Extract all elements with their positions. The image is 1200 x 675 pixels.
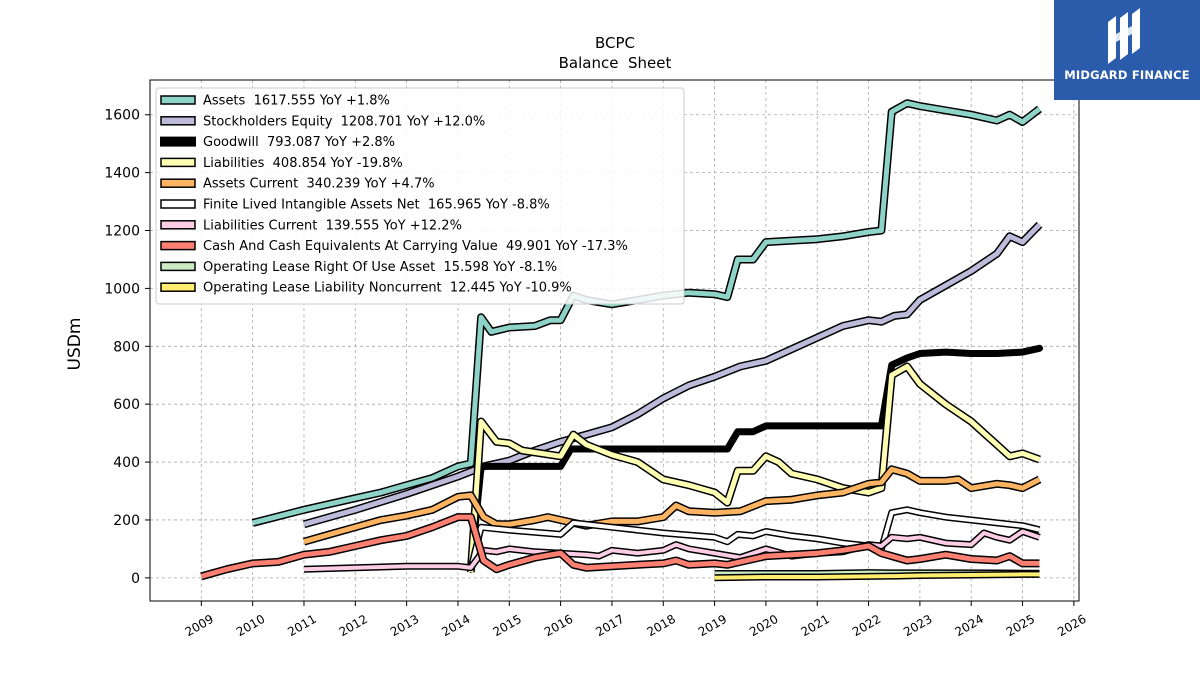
midgard-logo-icon xyxy=(1108,8,1140,64)
y-tick-label: 1200 xyxy=(104,224,140,240)
x-tick-label: 2013 xyxy=(388,612,421,639)
series-lines xyxy=(200,99,1043,582)
series-line-stockholders-equity xyxy=(303,222,1042,527)
series-line-assets xyxy=(252,100,1042,526)
legend-label: Assets Current 340.239 YoY +4.7% xyxy=(203,177,435,192)
series-line-goodwill xyxy=(467,344,1043,573)
series-line-cash-and-cash-equivalents-at-carrying-value xyxy=(200,514,1040,579)
series-line-liabilities-current xyxy=(303,529,1041,572)
y-tick-label: 1400 xyxy=(104,166,140,182)
x-tick-label: 2014 xyxy=(439,612,472,639)
x-tick-label: 2015 xyxy=(491,612,524,639)
legend-swatch xyxy=(160,95,196,105)
legend-box xyxy=(155,87,685,305)
legend-swatch xyxy=(160,199,196,209)
x-tick-label: 2024 xyxy=(952,612,985,639)
legend-swatch xyxy=(160,116,196,126)
legend-swatch xyxy=(160,240,196,251)
y-tick-label: 600 xyxy=(113,397,140,413)
legend-label: Goodwill 793.087 YoY +2.8% xyxy=(203,135,395,150)
x-tick-label: 2021 xyxy=(799,612,832,639)
x-tick-label: 2023 xyxy=(901,612,934,639)
y-tick-label: 200 xyxy=(113,513,140,529)
y-tick-label: 1000 xyxy=(104,281,140,297)
x-tick-label: 2017 xyxy=(593,612,626,639)
x-tick-label: 2012 xyxy=(337,612,370,639)
legend-swatch xyxy=(160,178,196,188)
legend: Assets 1617.555 YoY +1.8% Stockholders Eq… xyxy=(155,87,685,305)
x-tick-label: 2010 xyxy=(234,612,267,639)
y-tick-label: 0 xyxy=(131,571,140,587)
x-tick-label: 2025 xyxy=(1004,612,1037,639)
series-line-finite-lived-intangible-assets-net xyxy=(468,507,1040,570)
legend-label: Liabilities 408.854 YoY -19.8% xyxy=(203,156,403,171)
legend-swatch xyxy=(160,282,196,292)
chart-title: BCPC xyxy=(595,34,635,52)
legend-label: Assets 1617.555 YoY +1.8% xyxy=(203,94,390,109)
legend-swatch xyxy=(160,220,196,230)
legend-swatch xyxy=(160,261,196,272)
y-tick-label: 1600 xyxy=(104,108,140,124)
x-tick-label: 2011 xyxy=(285,612,318,639)
series-line-liabilities xyxy=(468,364,1041,573)
legend-swatch xyxy=(160,136,196,147)
y-tick-label: 400 xyxy=(113,455,140,471)
series-line-operating-lease-liability-noncurrent xyxy=(714,572,1040,580)
chart-subtitle: Balance Sheet xyxy=(559,54,672,72)
series-line-assets-current xyxy=(303,466,1041,545)
legend-label: Stockholders Equity 1208.701 YoY +12.0% xyxy=(203,114,485,129)
x-tick-label: 2020 xyxy=(747,612,780,639)
legend-label: Operating Lease Right Of Use Asset 15.59… xyxy=(203,260,557,275)
legend-label: Cash And Cash Equivalents At Carrying Va… xyxy=(203,239,628,254)
midgard-finance-logo: MIDGARD FINANCE xyxy=(1054,0,1200,100)
x-tick-label: 2009 xyxy=(183,612,216,639)
plot-frame xyxy=(149,79,1080,602)
x-tick-label: 2019 xyxy=(696,612,729,639)
logo-text: MIDGARD FINANCE xyxy=(1064,68,1190,82)
legend-swatch xyxy=(160,157,196,168)
x-tick-label: 2026 xyxy=(1055,612,1088,639)
x-tick-label: 2018 xyxy=(645,612,678,639)
legend-label: Liabilities Current 139.555 YoY +12.2% xyxy=(203,218,462,233)
y-tick-label: 800 xyxy=(113,339,140,355)
x-tick-label: 2022 xyxy=(850,612,883,639)
x-tick-label: 2016 xyxy=(542,612,575,639)
y-axis-label: USDm xyxy=(65,318,85,371)
legend-label: Finite Lived Intangible Assets Net 165.9… xyxy=(203,198,550,213)
legend-label: Operating Lease Liability Noncurrent 12.… xyxy=(203,281,572,296)
